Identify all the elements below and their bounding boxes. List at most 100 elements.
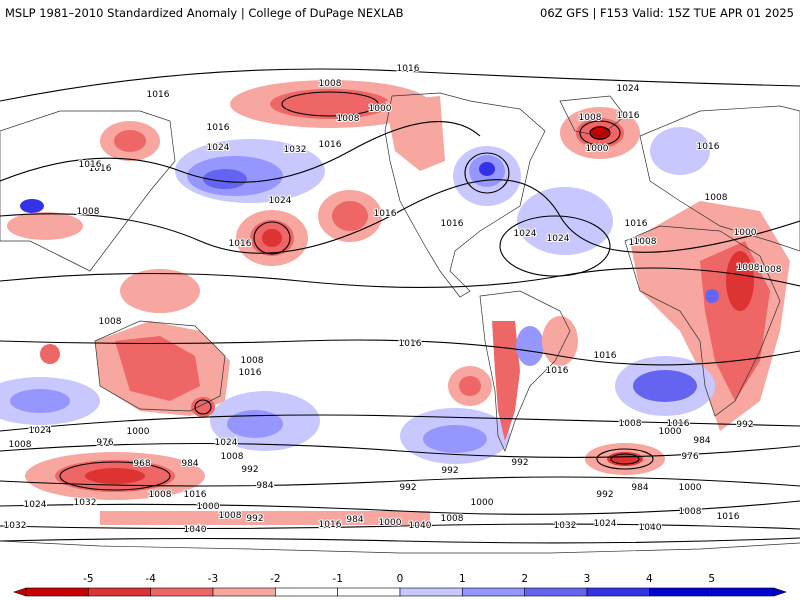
contour-label: 1040	[639, 523, 662, 533]
contour-label: 1016	[184, 490, 207, 500]
contour-label: 1008	[579, 113, 602, 123]
contour-label: 1008	[77, 207, 100, 217]
coastline-antarctica	[0, 540, 800, 554]
contour-label: 1000	[679, 483, 702, 493]
contour-label: 1032	[554, 521, 577, 531]
anomaly-shading	[0, 80, 790, 525]
colorbar-swatch	[88, 587, 151, 597]
contour-label: 1032	[4, 521, 27, 531]
contour-label: 1016	[617, 111, 640, 121]
colorbar-tick-label: 3	[584, 573, 591, 585]
contour-label: 1024	[24, 500, 47, 510]
contour-label: 1000	[471, 498, 494, 508]
anomaly-positive	[479, 162, 495, 176]
isobar-line	[253, 221, 291, 255]
contour-label: 1008	[337, 114, 360, 124]
contour-label: 1000	[369, 104, 392, 114]
contour-label: 1008	[241, 356, 264, 366]
contour-label: 1008	[679, 507, 702, 517]
coastline-australia	[94, 320, 226, 412]
coastline-greenland	[559, 95, 626, 137]
contour-label: 1008	[705, 193, 728, 203]
contour-label: 1016	[717, 512, 740, 522]
colorbar-tick-label: -1	[332, 573, 342, 585]
contour-label: 1016	[397, 64, 420, 74]
colorbar-swatch	[275, 587, 338, 597]
contour-label: 1016	[79, 160, 102, 170]
map-title: MSLP 1981–2010 Standardized Anomaly | Co…	[5, 6, 404, 20]
contour-label: 1000	[586, 144, 609, 154]
contour-label: 1024	[207, 143, 230, 153]
anomaly-negative	[270, 89, 390, 119]
contour-label: 984	[256, 481, 273, 491]
contour-label: 1008	[319, 79, 342, 89]
isobar-line	[59, 461, 171, 491]
contour-label: 1000	[734, 228, 757, 238]
contour-label: 992	[511, 458, 528, 468]
anomaly-positive	[227, 410, 283, 438]
colorbar-swatch	[649, 587, 712, 597]
contour-label: 1000	[127, 427, 150, 437]
anomaly-negative	[590, 126, 610, 140]
colorbar-swatch	[462, 587, 525, 597]
contour-label: 1016	[667, 419, 690, 429]
colorbar-tick-label: 5	[708, 573, 715, 585]
isobar-line	[0, 476, 800, 487]
coastlines	[0, 92, 800, 554]
contour-label: 1016	[625, 219, 648, 229]
anomaly-positive	[516, 326, 544, 366]
anomaly-negative	[459, 376, 481, 396]
contour-label: 1008	[99, 317, 122, 327]
anomaly-negative	[726, 251, 754, 311]
isobar-line	[0, 414, 800, 432]
contour-label: 1000	[197, 502, 220, 512]
isobars	[0, 68, 800, 544]
isobar-line	[0, 523, 800, 530]
contour-label: 1016	[229, 239, 252, 249]
coastline-africa	[624, 225, 781, 417]
anomaly-negative	[7, 212, 83, 240]
contour-label: 984	[346, 515, 363, 525]
contour-label: 1008	[759, 265, 782, 275]
colorbar-tick-label: 2	[521, 573, 528, 585]
contour-label: 1016	[147, 90, 170, 100]
anomaly-negative	[385, 96, 445, 171]
isobar-line	[464, 152, 510, 194]
contour-label: 1024	[547, 234, 570, 244]
coastline-eurasia	[639, 105, 800, 252]
map-panel: 1016 1008 1000 1008 1024 1016 1016 1024 1032 1016…	[0, 41, 800, 558]
contour-label: 1008	[634, 237, 657, 247]
model-run-info: 06Z GFS | F153 Valid: 15Z TUE APR 01 202…	[540, 6, 794, 20]
contour-label: 1008	[737, 263, 760, 273]
colorbar-tick-label: 0	[397, 573, 404, 585]
contour-label: 1016	[319, 520, 342, 530]
contour-label: 1008	[619, 419, 642, 429]
colorbar-swatch	[337, 587, 401, 597]
anomaly-positive	[633, 370, 697, 402]
contour-label: 1008	[629, 238, 652, 248]
anomaly-positive	[20, 199, 44, 213]
contour-label: 1024	[594, 519, 617, 529]
contour-label: 1040	[184, 525, 207, 535]
anomaly-negative	[40, 344, 60, 364]
isobar-line	[0, 339, 800, 366]
contour-label: 1016	[441, 219, 464, 229]
contour-label: 1008	[219, 511, 242, 521]
contour-label: 1016	[594, 351, 617, 361]
anomaly-positive	[705, 289, 719, 303]
contour-label: 1016	[697, 142, 720, 152]
isobar-line	[0, 267, 800, 288]
anomaly-negative	[262, 229, 282, 247]
isobar-line	[610, 453, 640, 465]
coastline-asia-west	[0, 110, 176, 272]
coastline-south-america	[479, 290, 571, 452]
colorbar-tick-label: 4	[646, 573, 653, 585]
anomaly-negative	[332, 201, 368, 231]
anomaly-negative	[492, 321, 520, 441]
isobar-line	[281, 91, 379, 117]
isobar-line	[596, 448, 654, 470]
colorbar-swatch	[586, 587, 650, 597]
contour-label: 992	[736, 420, 753, 430]
colorbar-swatch	[524, 587, 588, 597]
